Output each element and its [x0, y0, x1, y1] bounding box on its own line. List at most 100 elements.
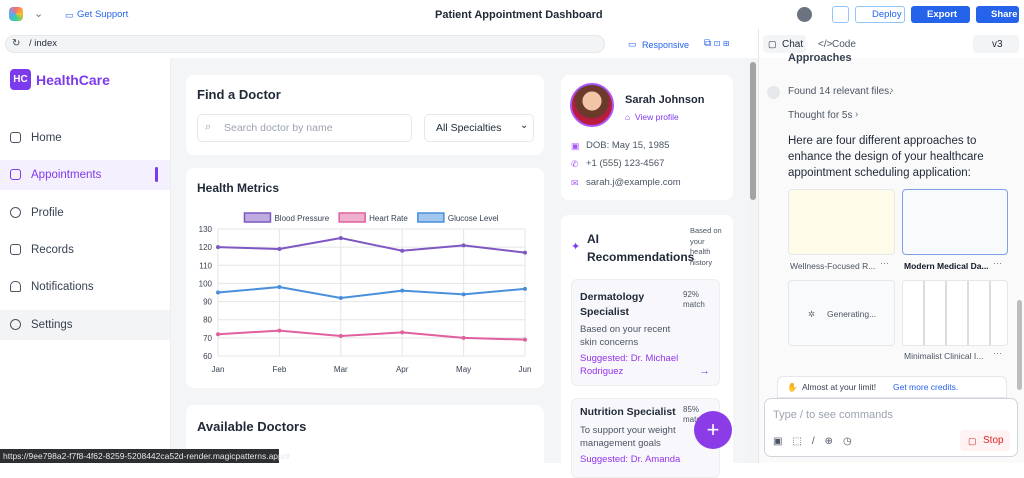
- home-icon: [10, 132, 21, 143]
- title-chevron[interactable]: ⌄: [583, 7, 593, 19]
- search-input[interactable]: [197, 114, 412, 142]
- credits-notice: [777, 376, 1007, 398]
- scrollbar-thumb[interactable]: [750, 62, 756, 200]
- data-point: [277, 328, 282, 333]
- expand-chevron: ›: [890, 85, 894, 96]
- url-path: / index: [29, 38, 57, 49]
- input-tools[interactable]: ▣⬚/⊕◷: [773, 436, 862, 447]
- data-point: [461, 335, 466, 340]
- spinner-icon: ✲: [808, 309, 816, 319]
- x-tick-label: May: [456, 365, 471, 374]
- card-title: Find a Doctor: [197, 87, 281, 102]
- profile-icon: [10, 207, 21, 218]
- sparkle-icon: ✦: [571, 241, 581, 253]
- x-tick-label: Mar: [334, 365, 348, 374]
- nav-item[interactable]: Records: [31, 244, 74, 256]
- reload-icon[interactable]: ↻: [12, 38, 21, 49]
- appointments-icon: [10, 169, 21, 180]
- section-heading: Approaches: [788, 52, 852, 64]
- y-tick-label: 80: [203, 316, 212, 325]
- line-chart: 60 70 80 90 100 110 120 130 Jan Feb Mar Apr May Jun Bl…: [199, 212, 532, 374]
- nav-item[interactable]: Profile: [31, 207, 64, 219]
- expand-chevron: ›: [855, 109, 859, 120]
- chat-tab[interactable]: [763, 35, 806, 53]
- share-button[interactable]: [976, 6, 1019, 23]
- data-point: [400, 330, 405, 335]
- add-button[interactable]: +: [694, 411, 732, 449]
- stop-button[interactable]: [960, 430, 1010, 451]
- more-button[interactable]: ···: [880, 258, 889, 268]
- data-point: [216, 245, 220, 250]
- deploy-button[interactable]: [855, 6, 905, 23]
- y-tick-label: 60: [203, 352, 212, 361]
- suggested-doctor[interactable]: Suggested: Dr. Michael Rodriguez: [580, 353, 679, 377]
- more-button[interactable]: ···: [993, 348, 1002, 358]
- y-tick-label: 100: [199, 279, 213, 288]
- sidebar: [0, 58, 171, 463]
- responsive-toggle[interactable]: Responsive: [642, 40, 690, 50]
- device-icon: ▭: [628, 39, 637, 49]
- toolbar-icons[interactable]: ⧉ ⊡ ⊞: [704, 38, 730, 49]
- card-title: Health Metrics: [197, 181, 280, 195]
- x-tick-label: Jun: [519, 365, 532, 374]
- found-files[interactable]: Found 14 relevant files.: [788, 86, 892, 97]
- warning-icon: ✋: [787, 382, 798, 392]
- thought-time[interactable]: Thought for 5s: [788, 110, 853, 121]
- email: sarah.j@example.com: [586, 177, 681, 188]
- legend-label: Blood Pressure: [274, 214, 329, 223]
- design-thumbnail[interactable]: [902, 280, 1008, 346]
- app-logo[interactable]: [9, 7, 23, 21]
- credits-link[interactable]: Get more credits.: [893, 382, 959, 392]
- input-placeholder: Type / to see commands: [773, 409, 893, 421]
- data-point: [277, 246, 282, 251]
- card-note: Based on your health history: [690, 226, 722, 267]
- nav-item[interactable]: Appointments: [31, 169, 102, 181]
- chat-tab-label: Chat: [782, 39, 804, 50]
- user-avatar[interactable]: [797, 7, 812, 22]
- specialty-select[interactable]: [424, 114, 534, 142]
- stop-label: Stop: [983, 435, 1004, 446]
- export-button[interactable]: [911, 6, 970, 23]
- y-tick-label: 130: [199, 225, 213, 234]
- data-point: [523, 250, 527, 255]
- version-select[interactable]: [973, 35, 1019, 53]
- nav-item[interactable]: Notifications: [31, 281, 94, 293]
- recommendation-card[interactable]: [571, 279, 720, 386]
- brand-name: HealthCare: [36, 72, 110, 88]
- data-point: [523, 286, 527, 291]
- layout-button[interactable]: [832, 6, 849, 23]
- suggested-doctor[interactable]: Suggested: Dr. Amanda: [580, 454, 681, 465]
- design-thumbnail[interactable]: [902, 189, 1008, 255]
- y-tick-label: 110: [199, 261, 212, 270]
- nav-active-indicator: [155, 167, 158, 182]
- menu-chevron[interactable]: ⌄: [34, 8, 44, 20]
- select-chevron: ⌄: [520, 120, 529, 131]
- more-button[interactable]: ···: [993, 258, 1002, 268]
- search-icon: ⌕: [205, 121, 212, 133]
- card-title: Available Doctors: [197, 419, 307, 434]
- project-title[interactable]: Patient Appointment Dashboard: [435, 9, 603, 21]
- nav-item[interactable]: Home: [31, 132, 62, 144]
- mail-icon: ✉: [571, 178, 579, 188]
- x-tick-label: Apr: [396, 365, 409, 374]
- chat-scrollbar[interactable]: [1017, 300, 1022, 390]
- recommendation-title: Dermatology Specialist: [580, 291, 645, 318]
- stop-icon: ▢: [968, 436, 977, 446]
- share-label: Share: [991, 9, 1018, 20]
- export-label: Export: [927, 9, 958, 20]
- support-link[interactable]: Get Support: [77, 9, 129, 20]
- arrow-icon[interactable]: →: [699, 365, 710, 377]
- view-profile-link[interactable]: View profile: [635, 112, 679, 122]
- nav-item[interactable]: Settings: [31, 319, 73, 331]
- deploy-label: Deploy: [872, 9, 902, 20]
- design-thumbnail: [788, 280, 895, 346]
- search-placeholder: Search doctor by name: [224, 122, 333, 134]
- design-thumbnail[interactable]: [788, 189, 895, 255]
- support-icon: ▭: [65, 10, 74, 20]
- design-label: Modern Medical Da...: [904, 261, 989, 271]
- code-tab[interactable]: Code: [832, 39, 856, 50]
- url-bar[interactable]: [5, 35, 605, 53]
- assistant-message: Here are four different approaches to en…: [788, 135, 984, 179]
- view-profile-link[interactable]: ⌂: [625, 112, 631, 122]
- chat-icon: ▢: [768, 39, 777, 49]
